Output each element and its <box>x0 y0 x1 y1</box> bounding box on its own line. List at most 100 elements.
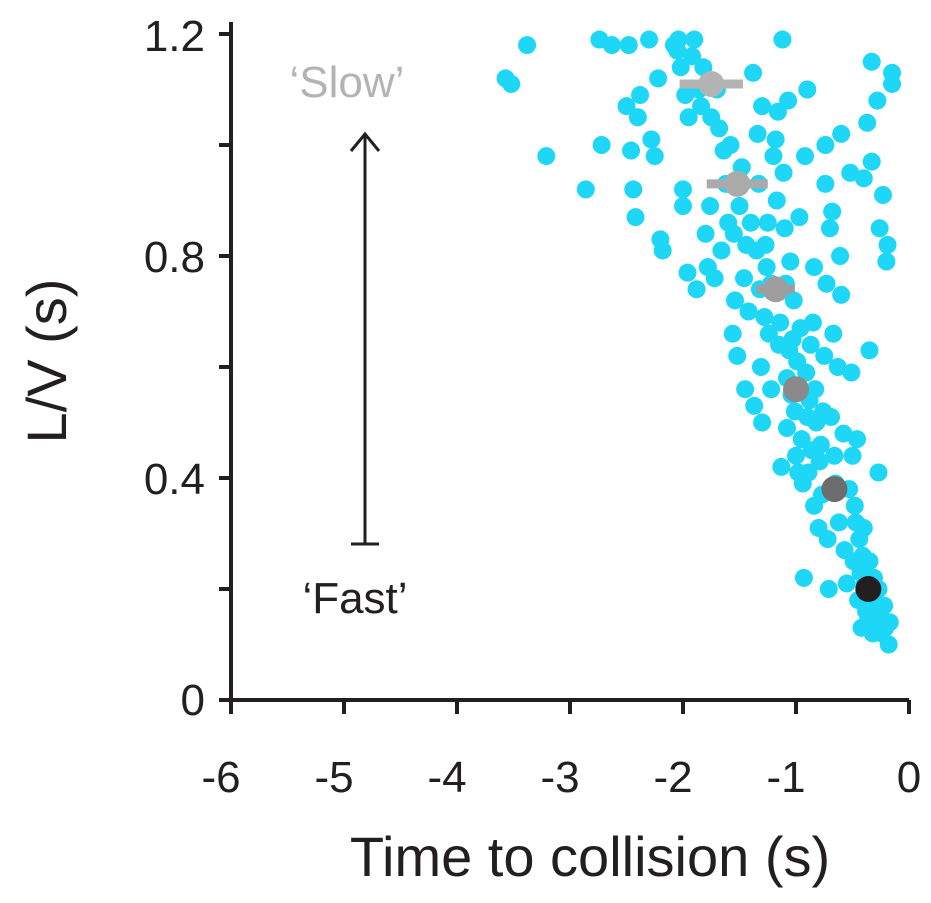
data-point <box>841 163 860 182</box>
data-point <box>624 180 643 199</box>
data-point <box>862 152 881 171</box>
data-point <box>592 136 611 154</box>
data-point <box>883 63 902 82</box>
data-point <box>875 596 894 615</box>
x-tick-label: -1 <box>766 753 805 802</box>
data-point <box>801 335 820 354</box>
data-point <box>880 613 899 632</box>
data-point <box>797 363 816 382</box>
data-point <box>710 119 729 138</box>
data-point <box>823 202 842 221</box>
x-tick-label: -5 <box>314 753 353 802</box>
data-point <box>773 30 792 49</box>
data-point <box>799 463 818 482</box>
data-point <box>779 91 798 110</box>
data-point <box>502 74 521 93</box>
arrowhead <box>349 131 381 152</box>
data-point <box>758 213 777 232</box>
data-point <box>829 513 848 532</box>
data-point <box>640 30 659 49</box>
data-point <box>803 313 822 332</box>
data-point <box>816 136 835 154</box>
x-axis-ticks <box>229 700 911 714</box>
slow-label: ‘Slow’ <box>290 58 405 107</box>
data-point <box>818 530 837 549</box>
data-point <box>845 496 864 515</box>
data-point <box>798 80 817 99</box>
data-point <box>817 274 836 293</box>
data-point <box>860 552 879 571</box>
data-point <box>518 36 537 55</box>
data-point <box>878 235 897 254</box>
data-point <box>819 580 838 598</box>
data-point <box>824 324 843 343</box>
data-point <box>775 219 794 238</box>
data-point <box>843 446 862 465</box>
data-point <box>724 224 743 243</box>
data-point <box>712 241 731 260</box>
data-point <box>854 518 873 537</box>
data-point <box>874 185 893 204</box>
data-point <box>805 258 824 277</box>
data-point <box>820 219 839 238</box>
data-point <box>777 419 796 438</box>
data-point <box>622 141 641 160</box>
data-point <box>748 124 767 143</box>
data-point <box>649 69 668 88</box>
data-point <box>832 124 851 143</box>
data-point <box>815 346 834 365</box>
data-point <box>687 280 706 299</box>
data-point <box>745 396 764 415</box>
data-point <box>631 86 650 105</box>
data-point <box>683 47 702 66</box>
data-point <box>678 263 697 282</box>
data-point <box>723 324 742 343</box>
data-point <box>685 30 704 49</box>
data-point <box>753 97 772 116</box>
mean-markers <box>679 70 882 602</box>
data-point <box>869 463 888 482</box>
data-point <box>537 147 556 166</box>
data-point <box>645 147 664 166</box>
data-point <box>725 291 744 310</box>
data-point <box>755 308 774 327</box>
data-point <box>811 435 830 454</box>
data-point <box>679 108 698 127</box>
data-point <box>825 446 844 465</box>
data-point <box>766 130 785 149</box>
x-axis-title: Time to collision (s) <box>350 825 830 888</box>
data-point <box>701 197 720 216</box>
data-point <box>619 36 638 55</box>
data-point <box>870 219 889 238</box>
data-point <box>628 108 647 127</box>
x-tick-label: -4 <box>427 753 466 802</box>
data-point <box>767 191 786 210</box>
data-point <box>735 269 754 288</box>
x-tick-label: 0 <box>897 753 921 802</box>
data-point <box>762 380 781 399</box>
data-point <box>854 169 873 188</box>
data-point <box>816 174 835 193</box>
data-point <box>676 86 695 105</box>
data-point <box>828 358 847 376</box>
data-point <box>674 197 692 216</box>
data-point <box>751 358 770 376</box>
data-point <box>653 241 672 260</box>
mean-point <box>724 170 751 197</box>
data-point <box>860 341 879 360</box>
data-point <box>576 180 595 199</box>
data-point <box>796 147 815 166</box>
data-point <box>832 285 851 304</box>
data-point <box>837 574 856 593</box>
mean-point <box>821 476 848 503</box>
data-point <box>757 258 776 277</box>
data-point <box>744 63 763 82</box>
y-tick-label: 1.2 <box>144 12 205 61</box>
data-point <box>642 130 661 149</box>
data-point <box>728 346 747 365</box>
data-point <box>739 302 758 321</box>
mean-point <box>855 576 882 602</box>
data-point <box>822 407 841 426</box>
data-point <box>858 113 877 132</box>
